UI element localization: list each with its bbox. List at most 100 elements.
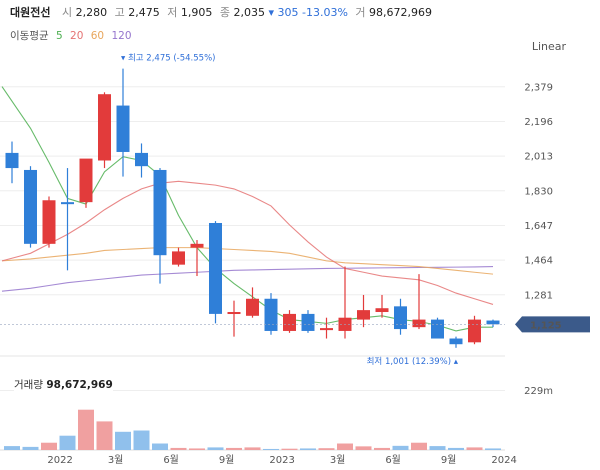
candle-body bbox=[394, 306, 407, 330]
volume-bar bbox=[189, 448, 205, 450]
volume-bar bbox=[133, 430, 150, 450]
stock-name: 대원전선 bbox=[10, 6, 51, 19]
candle-body bbox=[24, 169, 37, 244]
volume-bar bbox=[448, 447, 464, 450]
candle bbox=[61, 168, 74, 271]
candle bbox=[431, 317, 444, 339]
candle bbox=[412, 274, 426, 330]
candle-body bbox=[449, 338, 463, 345]
candle bbox=[153, 168, 167, 284]
volume-bar bbox=[429, 446, 446, 450]
candle bbox=[116, 68, 130, 177]
volume-bar bbox=[263, 448, 279, 450]
header-volume: 98,672,969 bbox=[369, 6, 433, 19]
volume-bar bbox=[152, 443, 168, 450]
candle-body bbox=[320, 328, 333, 331]
ma-legend-label: 이동평균 bbox=[10, 30, 49, 42]
candle-body bbox=[61, 202, 74, 205]
candle-body bbox=[301, 313, 315, 331]
candle bbox=[449, 336, 463, 348]
volume-bar bbox=[300, 448, 316, 450]
candle bbox=[24, 166, 37, 248]
volume-bar bbox=[41, 442, 57, 450]
x-tick-label: 3월 bbox=[108, 454, 124, 466]
volume-bar bbox=[355, 446, 372, 450]
candle-body bbox=[264, 298, 278, 331]
ma-20-line bbox=[1, 180, 494, 305]
y-tick-label: 1,647 bbox=[524, 221, 553, 232]
x-tick-label: 2023 bbox=[269, 455, 294, 466]
x-tick-label: 9월 bbox=[441, 454, 457, 466]
candle-body bbox=[135, 152, 148, 167]
ma-20-label: 20 bbox=[70, 30, 84, 42]
open-label: 시 bbox=[61, 6, 73, 19]
candle bbox=[338, 266, 352, 339]
x-tick-label: 6월 bbox=[163, 454, 179, 466]
max-price-annotation: ▾ 최고 2,475 (-54.55%) bbox=[121, 53, 215, 64]
y-tick-label: 1,464 bbox=[524, 256, 553, 267]
candle-body bbox=[357, 310, 370, 320]
candle-body bbox=[116, 105, 130, 152]
price-gridlines bbox=[0, 86, 505, 451]
volume-bar bbox=[22, 446, 39, 450]
y-axis: 1,281 1,464 1,647 1,830 2,013 2,196 2,379 229m bbox=[524, 82, 553, 397]
high-label: 고 bbox=[114, 6, 125, 19]
volume-bar bbox=[485, 448, 501, 450]
candle-body bbox=[412, 319, 426, 328]
x-tick-label: 3월 bbox=[330, 454, 346, 466]
x-tick-label: 2022 bbox=[47, 455, 72, 466]
volume-bar bbox=[78, 409, 94, 450]
candle-body bbox=[190, 243, 204, 248]
candle bbox=[5, 141, 19, 184]
current-price-badge: 1,125 bbox=[0, 316, 590, 333]
volume-total: 98,672,969 bbox=[46, 379, 113, 391]
candle-body bbox=[375, 308, 389, 313]
candle bbox=[468, 315, 481, 345]
low-price: 1,905 bbox=[180, 6, 213, 19]
volume-bar bbox=[318, 448, 335, 450]
candle bbox=[357, 294, 370, 328]
volume-title: 거래량 bbox=[14, 379, 43, 391]
ma-60-line bbox=[1, 247, 494, 275]
candle bbox=[264, 293, 278, 335]
ma-120-line bbox=[1, 266, 494, 292]
ma-60-label: 60 bbox=[90, 30, 105, 42]
min-price-annotation: 최저 1,001 (12.39%) ▴ bbox=[367, 356, 459, 367]
volume-bar bbox=[170, 447, 187, 450]
volume-bar bbox=[411, 442, 427, 450]
ma-120-label: 120 bbox=[111, 30, 132, 42]
candle bbox=[190, 240, 204, 277]
candle-body bbox=[246, 298, 259, 316]
ma-legend[interactable]: 이동평균 5 20 60 120 bbox=[10, 28, 136, 43]
close-label: 종 bbox=[219, 6, 230, 19]
candle-body bbox=[172, 251, 185, 265]
open-price: 2,280 bbox=[75, 6, 108, 19]
candle bbox=[135, 143, 148, 178]
volume-bar bbox=[96, 421, 113, 450]
y-tick-label: 2,379 bbox=[524, 82, 553, 93]
low-label: 저 bbox=[167, 6, 178, 19]
x-tick-label: 2024 bbox=[491, 455, 516, 466]
scale-mode-button[interactable]: Linear bbox=[531, 40, 566, 53]
candle-body bbox=[283, 313, 296, 331]
candle bbox=[320, 317, 333, 339]
volume-bar bbox=[4, 446, 20, 450]
candle-body bbox=[153, 169, 167, 256]
candle bbox=[486, 319, 500, 328]
volume-bar bbox=[207, 447, 224, 450]
candle bbox=[394, 298, 407, 335]
x-axis: 2022 3월 6월 9월 2023 3월 6월 9월 2024 bbox=[47, 454, 516, 466]
ma-5-label: 5 bbox=[55, 30, 63, 42]
candle-body bbox=[98, 94, 111, 161]
current-price-label: 1,125 bbox=[530, 320, 562, 331]
volume-y-tick-label: 229m bbox=[524, 386, 553, 397]
y-tick-label: 1,281 bbox=[524, 290, 553, 301]
volume-bar bbox=[115, 431, 131, 450]
candle bbox=[301, 310, 315, 333]
candle-body bbox=[227, 312, 241, 315]
candle bbox=[209, 221, 222, 324]
candle bbox=[79, 158, 93, 208]
volume-bar bbox=[337, 443, 353, 450]
candle-body bbox=[468, 319, 481, 343]
